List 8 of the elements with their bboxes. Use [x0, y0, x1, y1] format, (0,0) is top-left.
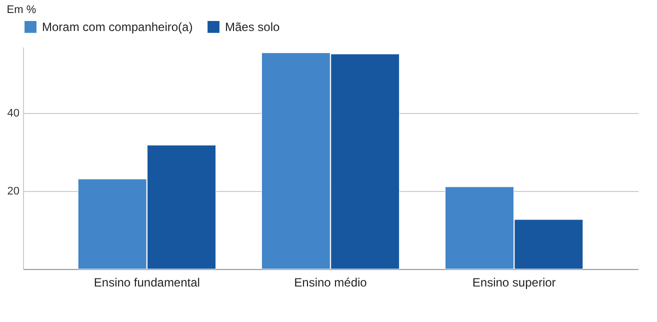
- legend-label: Moram com companheiro(a): [42, 20, 193, 34]
- x-tick-label: Ensino superior: [472, 276, 556, 290]
- x-tick-label: Ensino médio: [294, 276, 368, 290]
- y-tick-label: 40: [7, 108, 20, 120]
- chart-title: Em %: [6, 4, 36, 16]
- x-tick-label: Ensino fundamental: [94, 276, 200, 290]
- y-tick-label: 20: [7, 186, 20, 198]
- legend-label: Mães solo: [225, 20, 280, 34]
